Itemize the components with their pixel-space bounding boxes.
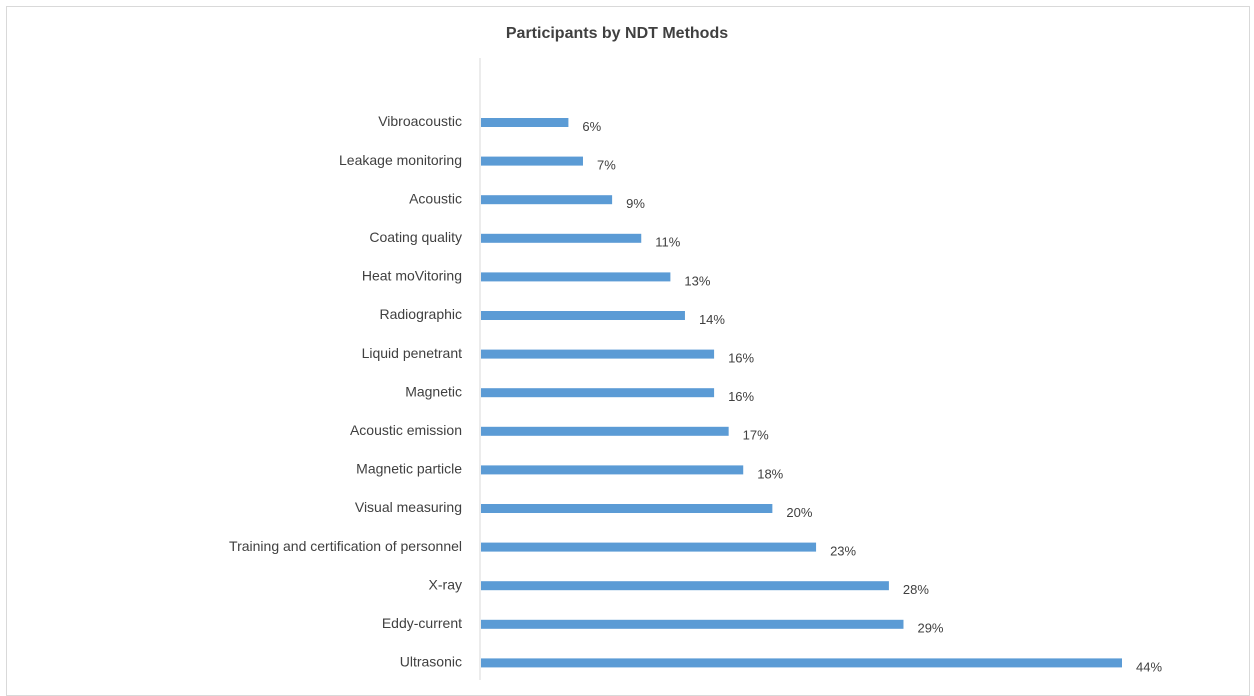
data-label: 11% <box>655 235 680 250</box>
bar <box>481 542 817 552</box>
category-label: Heat moVitoring <box>362 268 462 284</box>
data-label: 6% <box>582 119 601 134</box>
data-label: 7% <box>597 158 616 173</box>
bar <box>481 581 889 591</box>
data-label: 29% <box>917 621 943 636</box>
category-label: Acoustic emission <box>350 422 462 438</box>
data-label: 18% <box>757 466 783 481</box>
bars-layer: Vibroacoustic 6% Leakage monitoring 7% Acous… <box>229 113 1162 674</box>
category-label: Coating quality <box>369 229 462 245</box>
bar <box>481 619 904 629</box>
bar <box>481 504 773 513</box>
category-label: Liquid penetrant <box>362 345 463 361</box>
data-label: 13% <box>684 273 710 288</box>
category-label: Ultrasonic <box>400 654 462 670</box>
data-label: 16% <box>728 351 754 366</box>
bar <box>481 388 715 398</box>
category-label: Eddy-current <box>382 615 462 631</box>
chart-title: Participants by NDT Methods <box>506 25 728 42</box>
bar <box>481 195 613 205</box>
bar <box>481 465 744 475</box>
data-label: 44% <box>1136 659 1162 674</box>
category-label: Vibroacoustic <box>378 113 462 129</box>
bar <box>481 118 569 127</box>
category-label: Radiographic <box>380 306 463 322</box>
bar <box>481 658 1122 668</box>
category-label: Visual measuring <box>355 499 462 515</box>
data-label: 23% <box>830 544 856 559</box>
data-label: 14% <box>699 312 725 327</box>
data-label: 28% <box>903 582 929 597</box>
bar <box>481 233 642 243</box>
data-label: 17% <box>743 428 769 443</box>
data-label: 9% <box>626 196 645 211</box>
category-label: Leakage monitoring <box>339 152 462 168</box>
category-label: Magnetic particle <box>356 461 462 477</box>
data-label: 16% <box>728 389 754 404</box>
bar <box>481 272 671 282</box>
bar <box>481 156 583 166</box>
category-label: Magnetic <box>405 383 462 399</box>
data-label: 20% <box>786 505 812 520</box>
bar <box>481 311 685 320</box>
bar <box>481 426 729 436</box>
category-label: X-ray <box>429 576 462 592</box>
category-label: Training and certification of personnel <box>229 538 462 554</box>
bar <box>481 349 715 359</box>
category-label: Acoustic <box>409 190 462 206</box>
